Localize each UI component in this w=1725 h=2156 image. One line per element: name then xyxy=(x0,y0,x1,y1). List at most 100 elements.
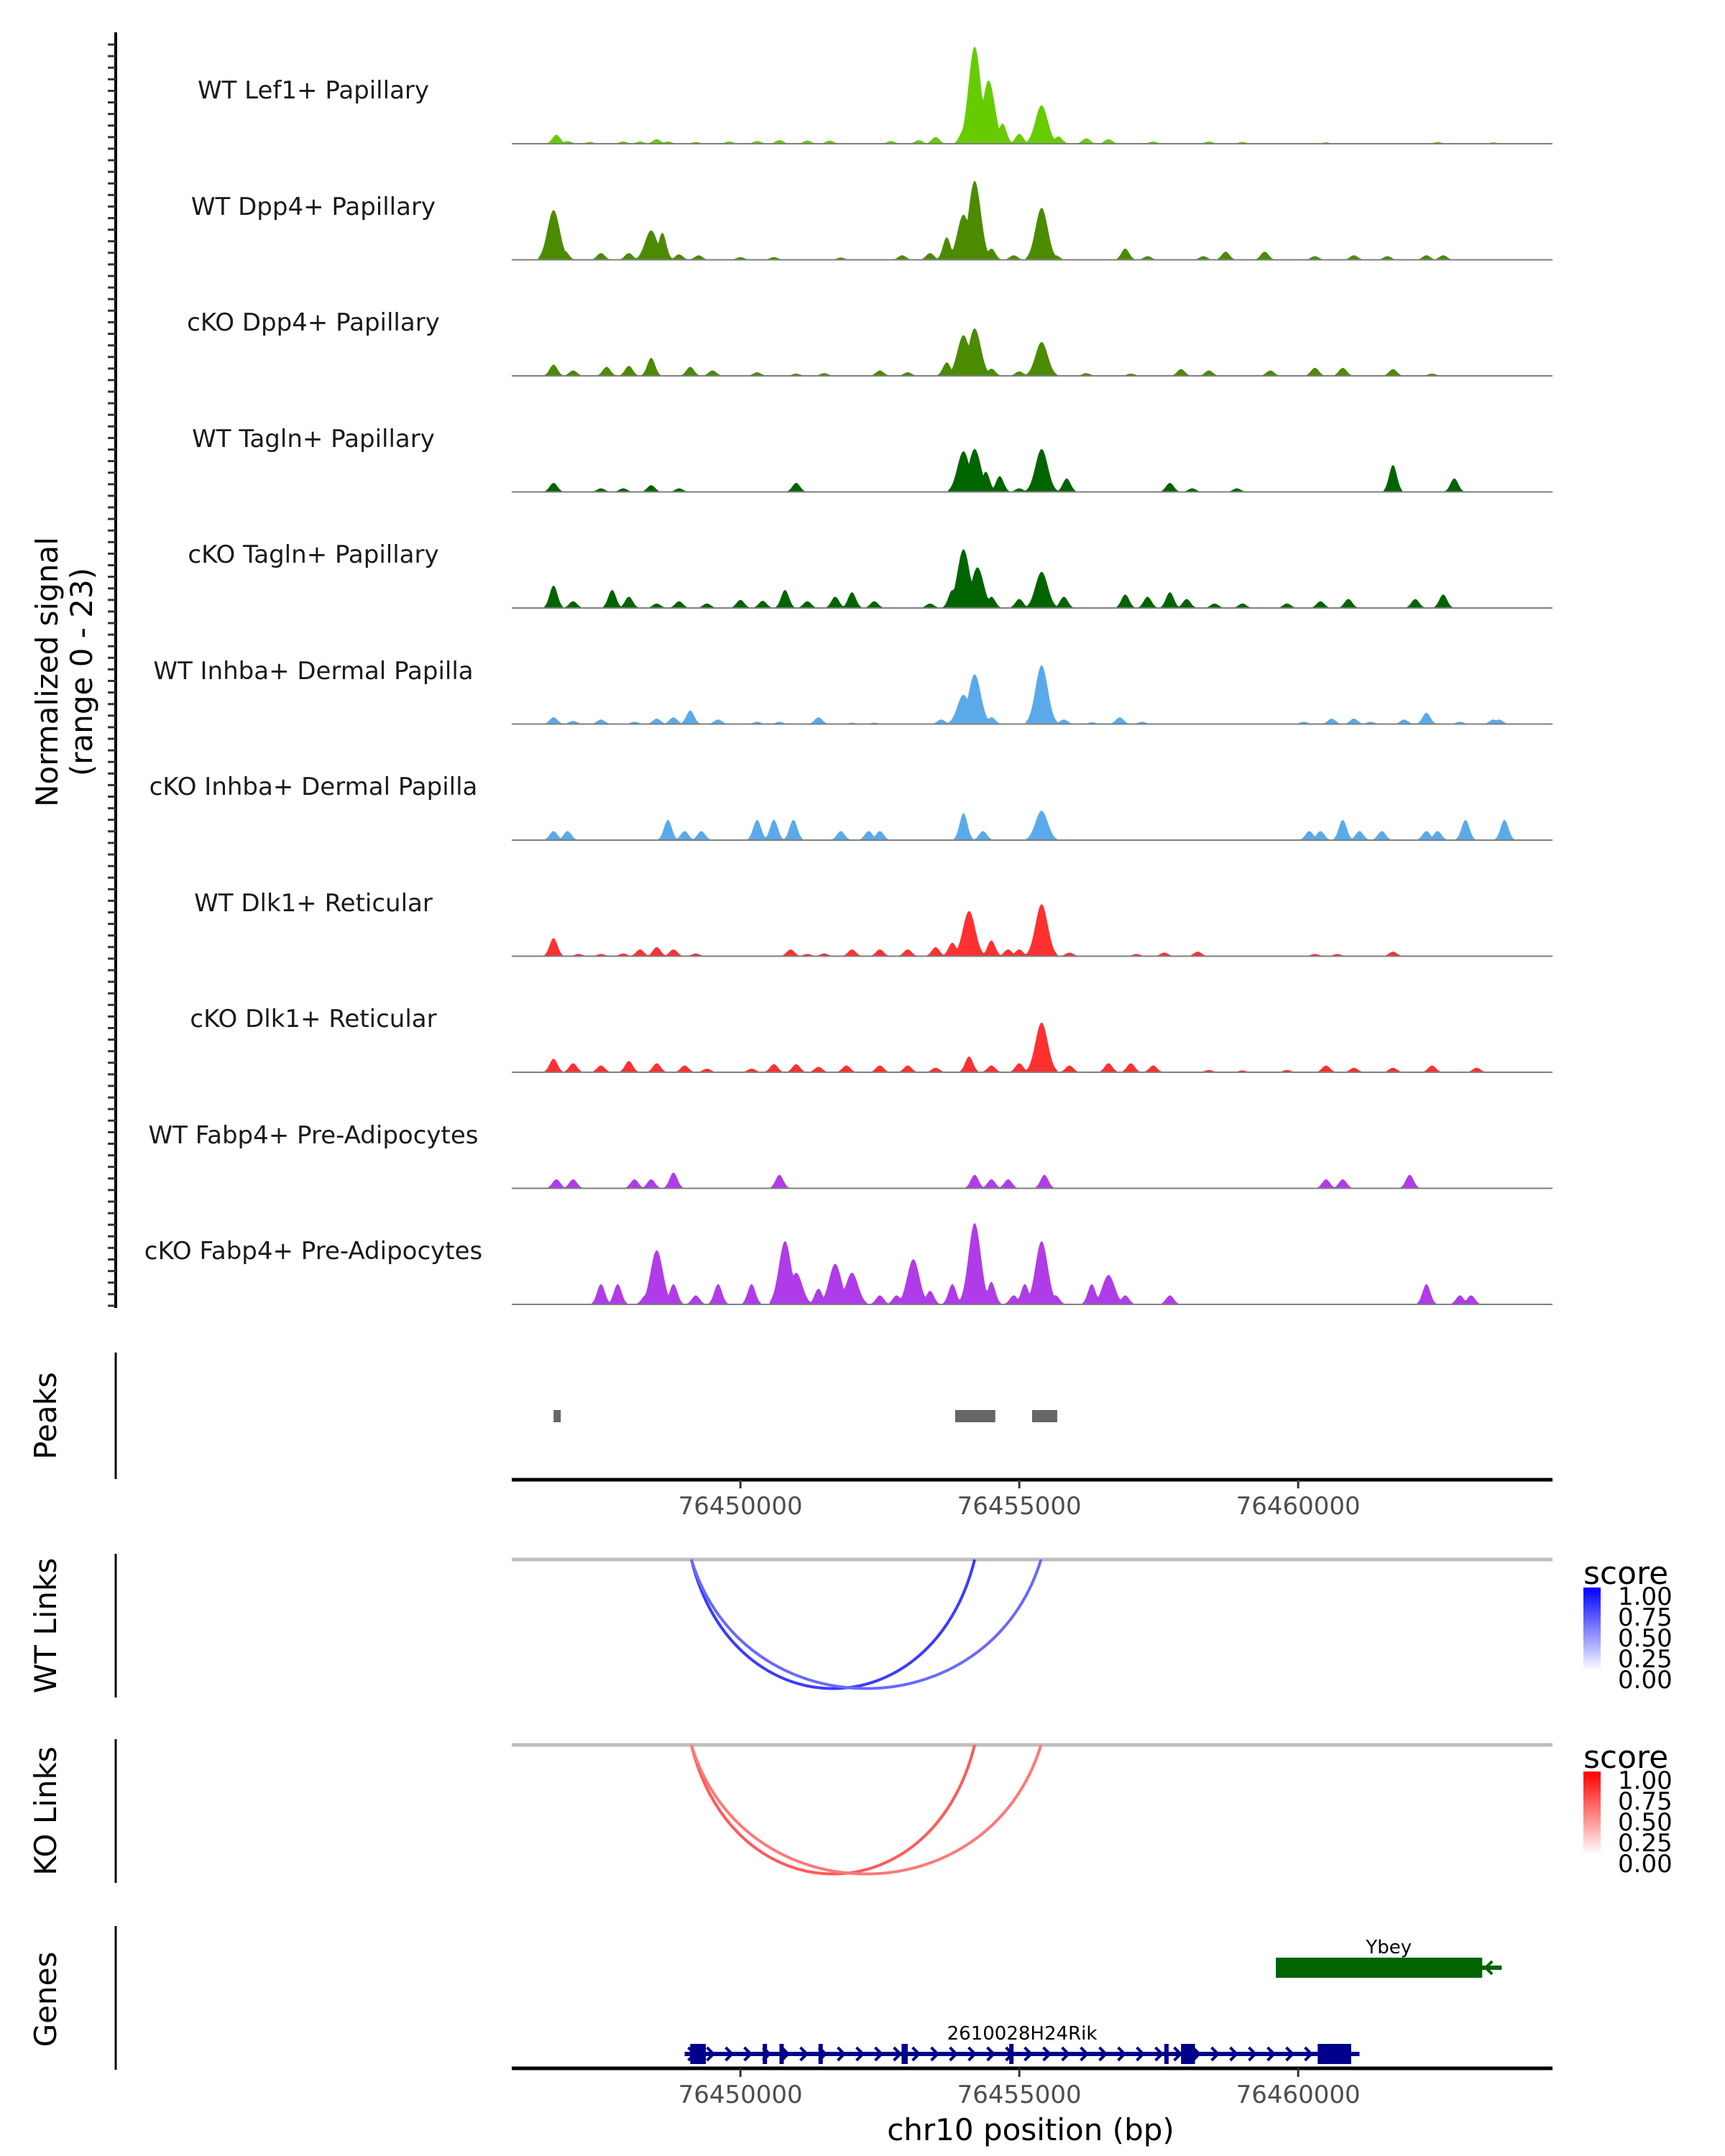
x-axis-peaks: 76450000 76455000 76460000 xyxy=(512,1478,1552,1521)
strand-chevron-right-icon xyxy=(1210,2046,1220,2062)
coverage-track: cKO Tagln+ Papillary xyxy=(188,540,1552,609)
gene-exon xyxy=(1164,2044,1169,2064)
gene-exon xyxy=(901,2044,908,2064)
gene-exon xyxy=(690,2044,707,2064)
link-arc xyxy=(689,1744,977,1876)
x-tick-label: 76455000 xyxy=(957,2081,1082,2109)
x-tick-label: 76450000 xyxy=(678,1492,803,1521)
coverage-area xyxy=(512,549,1552,608)
strand-chevron-right-icon xyxy=(1061,2046,1071,2062)
track-label: WT Tagln+ Papillary xyxy=(192,425,435,453)
strand-chevron-right-icon xyxy=(799,2046,809,2062)
coverage-track: WT Fabp4+ Pre-Adipocytes xyxy=(149,1121,1552,1189)
peaks-track-title: Peaks xyxy=(28,1372,63,1460)
peak-region xyxy=(1032,1410,1057,1422)
coverage-tracks: WT Lef1+ Papillary WT Dpp4+ Papillary cKO … xyxy=(144,46,1552,1305)
link-arc xyxy=(689,1559,1043,1690)
strand-chevron-right-icon xyxy=(949,2046,959,2062)
wt-legend-title: score xyxy=(1583,1555,1668,1592)
strand-chevron-right-icon xyxy=(874,2046,884,2062)
strand-chevron-right-icon xyxy=(781,2046,791,2062)
track-label: WT Lef1+ Papillary xyxy=(198,76,429,105)
ko-legend-title: score xyxy=(1583,1739,1668,1776)
wt-links-title: WT Links xyxy=(28,1558,63,1693)
track-label: cKO Tagln+ Papillary xyxy=(188,540,438,569)
ko-legend-tick: 0.75 xyxy=(1618,1787,1673,1816)
gene: Ybey xyxy=(1276,1937,1502,1978)
track-label: WT Dpp4+ Papillary xyxy=(191,193,436,221)
gene-exon xyxy=(1317,2044,1351,2064)
gene-exon xyxy=(1276,1958,1483,1978)
ko-legend-tick: 1.00 xyxy=(1618,1766,1673,1795)
strand-chevron-right-icon xyxy=(1304,2046,1314,2062)
link-arc xyxy=(689,1559,977,1690)
track-label: cKO Dlk1+ Reticular xyxy=(190,1005,436,1033)
strand-chevron-right-icon xyxy=(1098,2046,1108,2062)
coverage-track: WT Dpp4+ Papillary xyxy=(191,180,1552,261)
strand-chevron-left-icon xyxy=(1484,1960,1494,1976)
ko-legend-tick: 0.00 xyxy=(1618,1850,1673,1879)
coverage-area xyxy=(512,46,1552,144)
x-tick-label: 76455000 xyxy=(957,1492,1082,1521)
ko-links-title: KO Links xyxy=(28,1746,63,1876)
ko-legend-tick: 0.25 xyxy=(1618,1829,1673,1858)
wt-score-legend: score 1.00 0.75 0.50 0.25 0.00 xyxy=(1583,1555,1673,1695)
coverage-area xyxy=(512,1023,1552,1072)
wt-links-arcs xyxy=(512,1557,1552,1690)
x-tick-label: 76450000 xyxy=(678,2081,803,2109)
ko-legend-tick: 0.50 xyxy=(1618,1808,1673,1837)
strand-chevron-right-icon xyxy=(1266,2046,1276,2062)
strand-chevron-right-icon xyxy=(706,2046,716,2062)
track-label: WT Fabp4+ Pre-Adipocytes xyxy=(149,1121,479,1150)
y-axis-title-line2: (range 0 - 23) xyxy=(64,568,99,776)
y-axis-title-line1: Normalized signal xyxy=(29,537,65,807)
gene-label: Ybey xyxy=(1365,1937,1412,1958)
ko-score-legend: score 1.00 0.75 0.50 0.25 0.00 xyxy=(1583,1739,1673,1879)
gene-exon xyxy=(1009,2044,1014,2064)
track-label: cKO Fabp4+ Pre-Adipocytes xyxy=(144,1237,483,1266)
gene-exon xyxy=(818,2044,823,2064)
strand-chevron-right-icon xyxy=(1173,2046,1183,2062)
coverage-area xyxy=(512,665,1552,724)
coverage-y-axis xyxy=(108,32,117,1308)
x-tick-label: 76460000 xyxy=(1236,1492,1361,1521)
wt-legend-colorbar xyxy=(1583,1588,1601,1671)
track-label: cKO Inhba+ Dermal Papilla xyxy=(150,773,478,801)
strand-chevron-right-icon xyxy=(1229,2046,1239,2062)
wt-legend-tick: 0.50 xyxy=(1618,1624,1673,1653)
strand-chevron-right-icon xyxy=(967,2046,978,2062)
coverage-track: cKO Dlk1+ Reticular xyxy=(190,1005,1552,1073)
strand-chevron-right-icon xyxy=(1117,2046,1127,2062)
track-label: WT Dlk1+ Reticular xyxy=(194,889,433,918)
wt-legend-tick: 1.00 xyxy=(1618,1583,1673,1611)
strand-chevron-right-icon xyxy=(1080,2046,1090,2062)
coverage-track: cKO Fabp4+ Pre-Adipocytes xyxy=(144,1222,1552,1305)
strand-chevron-right-icon xyxy=(986,2046,996,2062)
coverage-track: cKO Inhba+ Dermal Papilla xyxy=(150,773,1552,841)
coverage-area xyxy=(512,811,1552,840)
coverage-track: WT Lef1+ Papillary xyxy=(198,46,1552,144)
wt-legend-tick: 0.75 xyxy=(1618,1603,1673,1632)
peak-region xyxy=(954,1410,995,1422)
coverage-track: WT Inhba+ Dermal Papilla xyxy=(153,657,1552,725)
wt-legend-tick: 0.25 xyxy=(1618,1645,1673,1674)
coverage-area xyxy=(512,1172,1552,1189)
x-axis-genes: 76450000 76455000 76460000 xyxy=(512,2066,1552,2109)
strand-chevron-right-icon xyxy=(911,2046,921,2062)
strand-chevron-right-icon xyxy=(724,2046,735,2062)
x-axis-title: chr10 position (bp) xyxy=(887,2112,1174,2147)
gene: 2610028H24Rik xyxy=(684,2023,1360,2064)
coverage-track: WT Tagln+ Papillary xyxy=(192,425,1552,493)
strand-chevron-right-icon xyxy=(930,2046,940,2062)
gene-exon xyxy=(763,2044,768,2064)
peak-region xyxy=(553,1410,561,1422)
peak-regions xyxy=(553,1410,1057,1422)
coverage-area xyxy=(512,448,1552,492)
strand-chevron-right-icon xyxy=(1248,2046,1258,2062)
strand-chevron-right-icon xyxy=(893,2046,903,2062)
strand-chevron-right-icon xyxy=(855,2046,865,2062)
coverage-track: cKO Dpp4+ Papillary xyxy=(187,308,1552,377)
x-tick-label: 76460000 xyxy=(1236,2081,1361,2109)
strand-chevron-right-icon xyxy=(1136,2046,1146,2062)
